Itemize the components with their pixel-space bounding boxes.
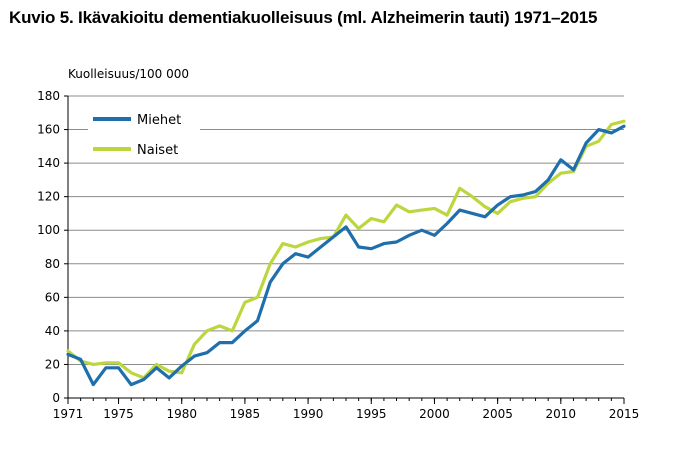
y-tick-label: 120 bbox=[37, 190, 60, 204]
y-tick-label: 60 bbox=[45, 290, 60, 304]
chart-title: Kuvio 5. Ikävakioitu dementiakuolleisuus… bbox=[9, 8, 598, 27]
x-tick-label: 2010 bbox=[546, 407, 577, 421]
gridlines bbox=[68, 95, 624, 365]
x-tick-label: 1990 bbox=[293, 407, 324, 421]
x-tick-label: 1980 bbox=[166, 407, 197, 421]
x-tick-label: 1995 bbox=[356, 407, 387, 421]
x-tick-label: 1985 bbox=[230, 407, 261, 421]
legend-label-naiset: Naiset bbox=[137, 143, 178, 158]
y-tick-label: 180 bbox=[37, 89, 60, 103]
y-tick-label: 160 bbox=[37, 123, 60, 137]
series-line-naiset bbox=[66, 119, 626, 380]
y-tick-label: 140 bbox=[37, 156, 60, 170]
axes: 0 20 40 60 80 100 120 140 160 180 1971 1975 1980 1985… bbox=[37, 89, 639, 421]
legend-label-miehet: Miehet bbox=[137, 113, 181, 128]
legend: Miehet Naiset bbox=[88, 108, 200, 162]
x-tick-label: 2000 bbox=[419, 407, 450, 421]
y-tick-label: 100 bbox=[37, 223, 60, 237]
x-tick-label: 1975 bbox=[103, 407, 134, 421]
y-tick-label: 0 bbox=[52, 391, 60, 405]
y-tick-label: 80 bbox=[45, 257, 60, 271]
x-tick-label: 2005 bbox=[482, 407, 513, 421]
y-tick-label: 40 bbox=[45, 324, 60, 338]
x-tick-label: 1971 bbox=[53, 407, 84, 421]
series-line-miehet bbox=[66, 124, 626, 387]
y-axis-title: Kuolleisuus/100 000 bbox=[68, 67, 189, 81]
series-lines bbox=[66, 119, 626, 387]
y-tick-label: 20 bbox=[45, 357, 60, 371]
x-tick-label: 2015 bbox=[609, 407, 640, 421]
